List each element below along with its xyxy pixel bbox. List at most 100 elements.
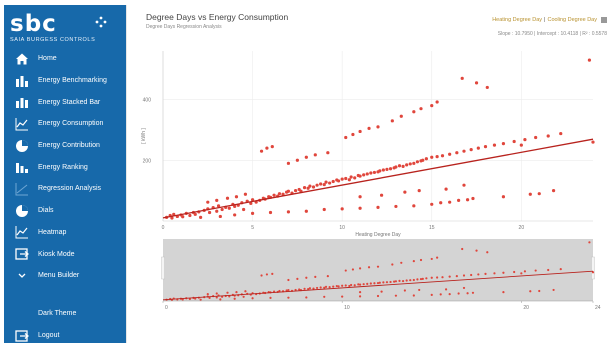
data-point — [474, 81, 479, 85]
data-point — [369, 171, 373, 175]
dark-theme-toggle[interactable]: Dark Theme — [38, 310, 77, 317]
data-point — [519, 143, 523, 147]
data-point — [388, 167, 393, 171]
navigator-point — [523, 270, 527, 273]
navigator-point — [418, 288, 421, 292]
sidebar-item-heatmap[interactable]: Heatmap — [4, 222, 126, 244]
navigator-point — [421, 277, 424, 280]
data-point — [440, 154, 445, 158]
data-point — [188, 213, 192, 218]
navigator-point — [403, 289, 406, 292]
regression-scatter-chart[interactable]: 0 5 10 15 20 200 400 Heating Degree Day [ kWh ] 0… — [127, 5, 611, 343]
data-point — [181, 215, 185, 219]
data-point — [365, 172, 369, 176]
sidebar-item-energy-benchmarking[interactable]: Energy Benchmarking — [4, 70, 126, 92]
sidebar-item-label: Kiosk Mode — [38, 250, 75, 258]
menu-icon[interactable] — [601, 17, 607, 23]
data-point — [250, 211, 255, 216]
navigator-point — [307, 287, 310, 291]
data-point — [485, 85, 489, 90]
navigator-point — [461, 247, 464, 251]
sidebar-item-energy-ranking[interactable]: Energy Ranking — [4, 156, 126, 178]
navigator-point — [358, 283, 362, 286]
navigator-point — [328, 286, 331, 289]
sidebar-item-kiosk-mode[interactable]: Kiosk Mode — [4, 243, 126, 265]
navigator-point — [457, 292, 460, 295]
navigator-point — [287, 278, 290, 282]
sidebar-item-menu-builder[interactable]: Menu Builder — [4, 265, 126, 287]
data-point — [286, 161, 291, 165]
navigator-point — [341, 284, 344, 287]
sidebar-item-label: Energy Ranking — [38, 163, 88, 171]
sidebar-item-energy-contribution[interactable]: Energy Contribution — [4, 135, 126, 157]
data-point — [362, 173, 366, 177]
data-point — [455, 151, 459, 155]
sidebar-item-energy-stacked-bar[interactable]: Energy Stacked Bar — [4, 91, 126, 113]
data-point — [311, 185, 316, 189]
data-point — [322, 207, 326, 212]
navigator-point — [436, 256, 439, 259]
navigator-point — [430, 276, 433, 279]
navigator-left-handle — [161, 256, 165, 280]
navigator-point — [312, 287, 315, 290]
navigator-point — [287, 289, 290, 292]
data-point — [587, 58, 592, 62]
logo: sbc SAIA BURGESS CONTROLS — [10, 13, 120, 43]
data-point — [268, 210, 273, 215]
data-point — [286, 210, 291, 214]
navigator-point — [470, 273, 473, 277]
data-point — [435, 155, 439, 159]
navigator-point — [233, 297, 236, 300]
navigator-point — [314, 275, 317, 278]
y-tick-label: 200 — [143, 158, 152, 164]
page-subtitle: Degree Days Regression Analysis — [146, 24, 222, 30]
data-point — [417, 189, 421, 193]
data-point — [358, 206, 362, 210]
main-panel: Degree Days vs Energy Consumption Degree… — [126, 5, 611, 343]
data-point — [424, 157, 428, 161]
navigator-point — [393, 280, 396, 283]
logout-button[interactable]: Logout — [4, 327, 126, 343]
navigator-point — [529, 290, 532, 293]
navigator-point — [206, 293, 209, 296]
x-tick-label: 20 — [519, 225, 525, 231]
navigator-point — [271, 272, 274, 275]
sidebar-item-label: Energy Stacked Bar — [38, 98, 101, 106]
data-point — [322, 182, 326, 187]
navigator-point — [462, 286, 466, 290]
navigator-point — [285, 289, 288, 292]
data-point — [415, 160, 420, 164]
navigator-point — [401, 279, 405, 283]
data-point — [512, 139, 516, 144]
navigator-point — [344, 284, 347, 287]
sidebar: sbc SAIA BURGESS CONTROLS Home Energy Be… — [4, 5, 126, 343]
navigator-point — [466, 292, 469, 295]
navigator-point — [484, 272, 487, 275]
navigator-point — [412, 278, 415, 282]
data-point — [465, 198, 470, 202]
data-point — [381, 168, 385, 172]
regression-icon — [15, 182, 28, 196]
data-point — [372, 170, 377, 175]
sidebar-item-dials[interactable]: Dials — [4, 200, 126, 222]
navigator-point — [324, 285, 328, 288]
sidebar-item-label: Dials — [38, 207, 54, 215]
sidebar-item-home[interactable]: Home — [4, 48, 126, 70]
navigator-point — [373, 282, 376, 285]
navigator-point — [323, 295, 326, 298]
heating-degree-day-link[interactable]: Heating Degree Day — [492, 17, 543, 23]
navigator-point — [319, 286, 322, 289]
sidebar-item-energy-consumption[interactable]: Energy Consumption — [4, 113, 126, 135]
navigator-point — [326, 274, 329, 278]
navigator-point — [419, 277, 423, 281]
data-point — [250, 198, 255, 202]
data-point — [340, 207, 344, 211]
data-point — [462, 149, 466, 153]
data-point — [302, 186, 307, 190]
cooling-degree-day-link[interactable]: Cooling Degree Day — [547, 17, 597, 23]
data-point — [215, 198, 219, 202]
navigator-point — [242, 295, 245, 298]
sidebar-item-regression-analysis[interactable]: Regression Analysis — [4, 178, 126, 200]
navigator-point — [358, 295, 362, 298]
y-axis-label: [ kWh ] — [141, 128, 147, 144]
